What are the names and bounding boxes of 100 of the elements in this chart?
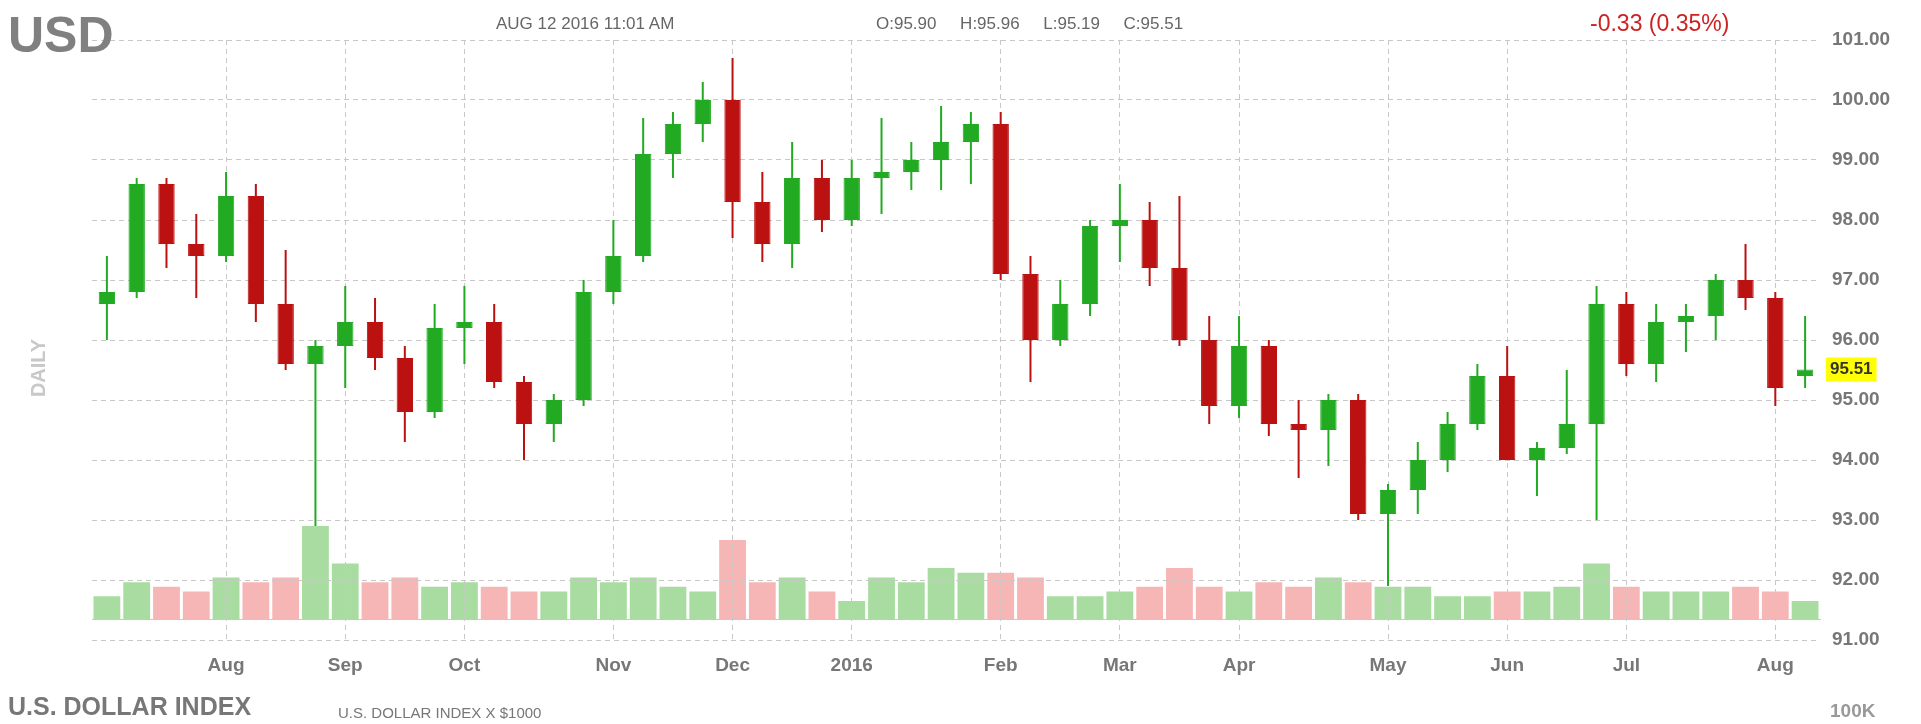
bar bbox=[1463, 596, 1491, 620]
y-tick-label: 96.00 bbox=[1832, 328, 1880, 350]
bar bbox=[1553, 586, 1581, 620]
candlestick bbox=[545, 393, 562, 443]
bar bbox=[1166, 568, 1193, 620]
bar bbox=[778, 577, 806, 620]
bar bbox=[510, 591, 538, 620]
bar bbox=[1017, 577, 1044, 620]
x-tick-label: Aug bbox=[1756, 653, 1794, 675]
bar bbox=[451, 582, 478, 620]
bar bbox=[659, 586, 687, 620]
candlestick bbox=[1528, 441, 1546, 497]
candlestick bbox=[98, 255, 116, 341]
chart-title: USD bbox=[8, 6, 114, 64]
bar bbox=[1195, 586, 1223, 620]
bar bbox=[272, 577, 300, 620]
bar bbox=[242, 582, 270, 620]
candlestick bbox=[903, 141, 920, 191]
bar bbox=[1404, 586, 1432, 620]
x-tick-label: Feb bbox=[983, 653, 1018, 675]
x-tick-label: Apr bbox=[1222, 653, 1256, 675]
y-tick-label: 92.00 bbox=[1832, 568, 1880, 590]
candlestick bbox=[694, 81, 711, 143]
x-tick-label: Dec bbox=[715, 653, 751, 675]
candlestick bbox=[188, 213, 205, 299]
text: -0.33 (0.35%) bbox=[1590, 10, 1730, 37]
y-tick-label: 91.00 bbox=[1832, 628, 1880, 650]
x-tick-label: Mar bbox=[1102, 653, 1138, 675]
candlestick bbox=[1677, 303, 1695, 353]
x-tick-label: Sep bbox=[327, 653, 363, 675]
text: O:95.90 H:95.96 L:95.19 C:95.51 bbox=[876, 14, 1184, 34]
bar bbox=[1344, 582, 1372, 620]
candlestick bbox=[1290, 399, 1307, 479]
y-tick-label: 100.00 bbox=[1832, 88, 1891, 110]
bar bbox=[1434, 596, 1461, 620]
bar bbox=[1761, 591, 1789, 620]
bar bbox=[1285, 586, 1313, 620]
bar bbox=[182, 591, 210, 620]
bar bbox=[93, 596, 121, 620]
candlestick bbox=[932, 105, 950, 191]
y-tick-label: 98.00 bbox=[1832, 208, 1880, 230]
x-tick-label: Jun bbox=[1490, 653, 1525, 675]
bar bbox=[331, 563, 359, 620]
bar bbox=[1106, 591, 1134, 620]
bar bbox=[1702, 591, 1730, 620]
bar bbox=[808, 591, 836, 620]
candlestick bbox=[1558, 369, 1575, 455]
bar bbox=[1225, 591, 1253, 620]
bar bbox=[1732, 586, 1759, 620]
bar bbox=[153, 586, 180, 620]
text: U.S. DOLLAR INDEX bbox=[8, 692, 252, 721]
x-tick-label: Oct bbox=[448, 653, 481, 675]
candlestick bbox=[1796, 315, 1814, 389]
bar bbox=[1642, 591, 1670, 620]
y-tick-label: 99.00 bbox=[1832, 148, 1880, 170]
bar bbox=[361, 582, 389, 620]
candlestick bbox=[962, 111, 980, 185]
x-tick-label: Nov bbox=[595, 653, 632, 675]
bar bbox=[1255, 582, 1283, 620]
bar bbox=[629, 577, 657, 620]
y-tick-label: 94.00 bbox=[1832, 448, 1880, 470]
bar bbox=[123, 582, 151, 620]
text: AUG 12 2016 11:01 AM bbox=[496, 14, 675, 34]
bar bbox=[480, 586, 508, 620]
candlestick bbox=[873, 117, 890, 215]
bar bbox=[927, 568, 955, 620]
bar bbox=[1315, 577, 1342, 620]
bar bbox=[570, 577, 597, 620]
bar bbox=[957, 572, 985, 620]
bar bbox=[1523, 591, 1551, 620]
bar bbox=[868, 577, 895, 620]
candlestick bbox=[456, 285, 473, 365]
y-tick-label: 95.00 bbox=[1832, 388, 1880, 410]
candlestick bbox=[1379, 483, 1397, 587]
bar bbox=[1493, 591, 1521, 620]
y-tick-label: 101.00 bbox=[1832, 28, 1891, 50]
candlestick bbox=[337, 285, 354, 389]
bar bbox=[1374, 586, 1402, 620]
candlestick bbox=[1111, 183, 1129, 263]
bar bbox=[1583, 563, 1610, 620]
bar bbox=[689, 591, 717, 620]
bar bbox=[599, 582, 627, 620]
bar bbox=[1672, 591, 1700, 620]
bar bbox=[897, 582, 925, 620]
text: U.S. DOLLAR INDEX X $1000 bbox=[338, 704, 542, 721]
text: 95.51 bbox=[1830, 359, 1873, 379]
x-tick-label: Aug bbox=[207, 653, 245, 675]
bar bbox=[987, 572, 1015, 620]
x-tick-label: 2016 bbox=[830, 653, 873, 675]
bar bbox=[212, 577, 240, 620]
candlestick bbox=[307, 339, 324, 527]
y-tick-label: 93.00 bbox=[1832, 508, 1880, 530]
x-tick-label: Jul bbox=[1612, 653, 1641, 675]
bar bbox=[1791, 600, 1819, 620]
bar bbox=[540, 591, 568, 620]
bar bbox=[1612, 586, 1640, 620]
bar bbox=[748, 582, 776, 620]
bar bbox=[1076, 596, 1104, 620]
y-tick-label: 97.00 bbox=[1832, 268, 1880, 290]
bar bbox=[421, 586, 449, 620]
